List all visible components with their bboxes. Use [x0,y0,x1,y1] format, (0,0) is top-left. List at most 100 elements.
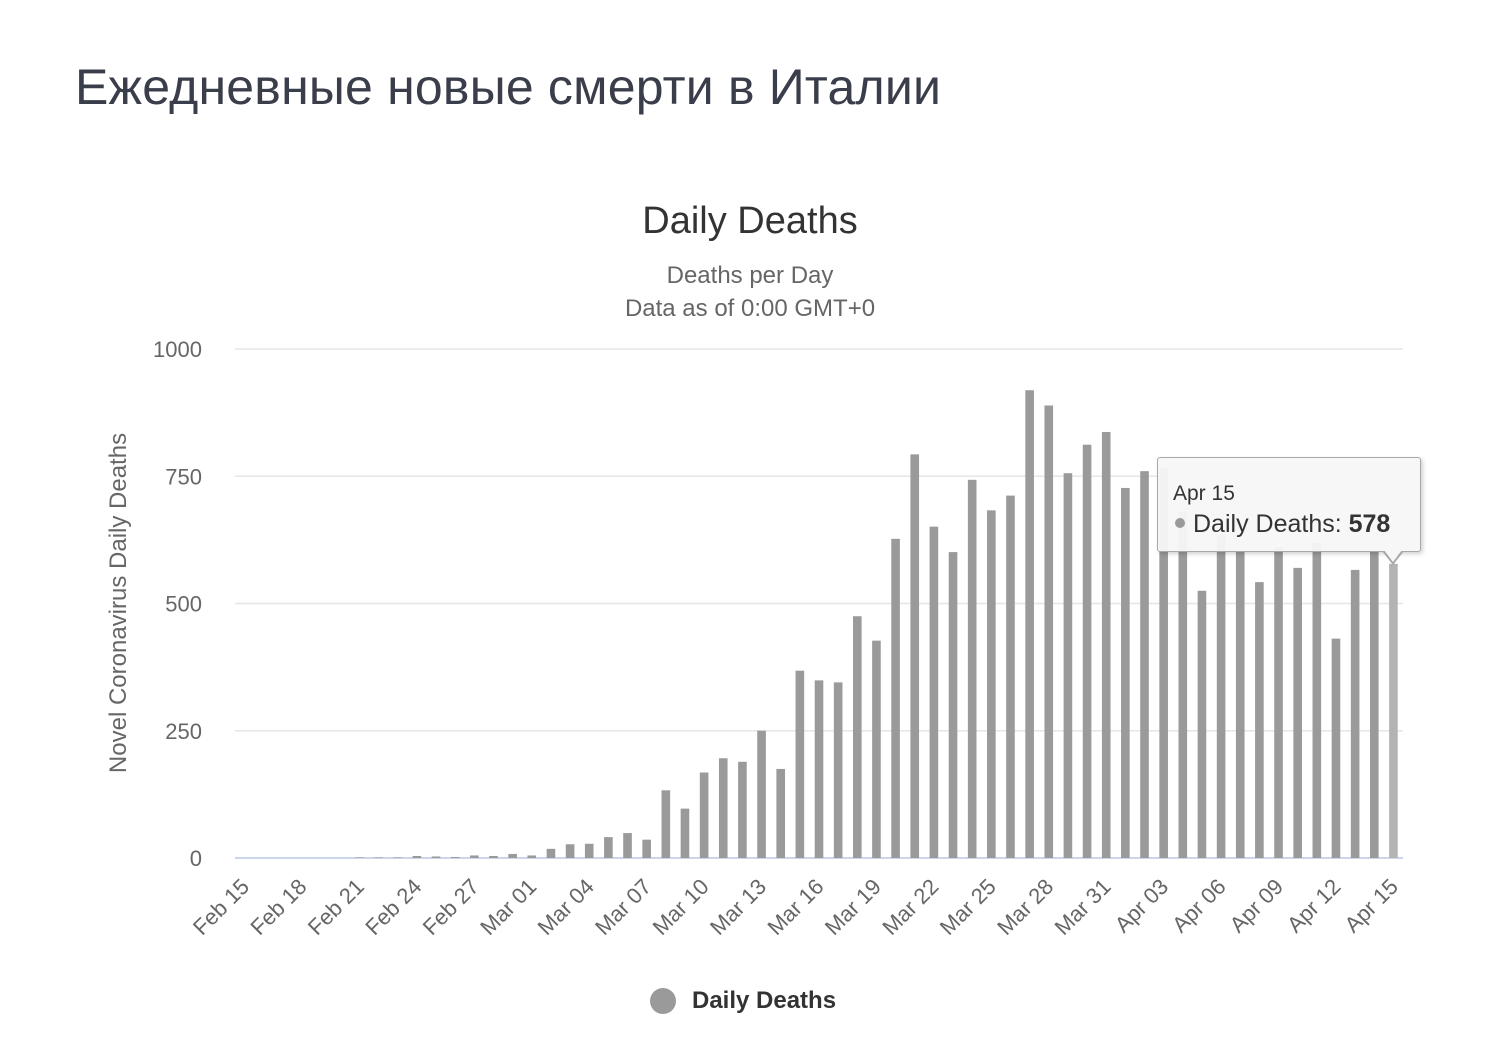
x-tick-label: Mar 01 [475,874,541,940]
tooltip-date: Apr 15 [1173,482,1235,505]
tooltip-series-dot-icon [1175,518,1185,529]
bar-mar-02[interactable] [546,848,556,858]
bar-apr-13[interactable] [1350,569,1360,858]
bar-mar-01[interactable] [527,855,537,858]
bar-apr-10[interactable] [1293,567,1302,858]
legend-label: Daily Deaths [692,987,837,1014]
bar-mar-13[interactable] [757,730,766,858]
bar-mar-30[interactable] [1082,444,1092,858]
bar-apr-05[interactable] [1197,590,1207,858]
x-tick-label: Feb 27 [418,874,484,940]
bar-apr-09[interactable] [1274,547,1283,858]
bar-mar-11[interactable] [718,758,728,858]
bar-mar-07[interactable] [642,839,651,858]
bar-mar-05[interactable] [604,837,613,858]
x-tick-label: Mar 16 [762,874,828,940]
chart-subtitle: Deaths per Day Data as of 0:00 GMT+0 [0,259,1500,325]
bar-mar-31[interactable] [1101,431,1111,858]
bar-apr-12[interactable] [1331,638,1341,858]
bar-feb-25[interactable] [431,856,441,858]
bar-apr-14[interactable] [1369,551,1379,858]
y-tick-label: 1000 [153,337,202,362]
legend-item-daily-deaths[interactable]: Daily Deaths [650,987,836,1015]
tooltip-arrow-inner [1384,550,1402,562]
bar-mar-15[interactable] [795,670,805,858]
y-axis-tick-labels: 0 250 500 750 1000 [153,337,202,871]
bar-apr-01[interactable] [1121,487,1130,858]
bar-mar-09[interactable] [680,808,690,858]
chart-title: Daily Deaths [642,200,858,242]
bar-mar-24[interactable] [967,479,977,858]
bar-mar-20[interactable] [891,538,900,858]
tooltip: Apr 15 Daily Deaths: 578 [1157,457,1421,552]
bar-mar-27[interactable] [1025,390,1034,858]
bar-mar-17[interactable] [833,682,843,858]
x-tick-label: Apr 09 [1225,874,1289,938]
tooltip-row: Daily Deaths: 578 [1175,510,1390,539]
x-tick-label: Mar 07 [590,874,656,940]
bar-feb-22[interactable] [374,857,383,858]
x-tick-label: Apr 06 [1167,874,1231,938]
bar-mar-21[interactable] [910,454,920,858]
bar-feb-24[interactable] [412,855,422,858]
x-tick-label: Mar 19 [820,874,886,940]
x-tick-label: Apr 03 [1110,874,1174,938]
bar-feb-26[interactable] [450,856,460,858]
bar-apr-06[interactable] [1216,534,1226,858]
bar-mar-29[interactable] [1063,473,1073,858]
x-tick-label: Apr 12 [1282,874,1346,938]
bar-mar-14[interactable] [776,768,786,858]
y-tick-label: 750 [165,464,202,489]
tooltip-value: 578 [1348,510,1391,538]
x-tick-label: Mar 22 [877,874,943,940]
x-tick-label: Feb 21 [303,874,369,940]
x-tick-label: Mar 04 [533,874,599,940]
bar-mar-03[interactable] [565,844,575,858]
x-tick-label: Mar 31 [1050,874,1116,940]
bar-mar-19[interactable] [872,640,881,858]
bar-mar-04[interactable] [584,843,594,858]
bar-feb-29[interactable] [508,853,517,858]
bar-mar-23[interactable] [948,552,958,858]
x-tick-label: Apr 15 [1339,874,1403,938]
bar-mar-22[interactable] [929,526,939,858]
x-tick-label: Mar 25 [935,874,1001,940]
bar-mar-26[interactable] [1006,495,1015,858]
page-title: Ежедневные новые смерти в Италии [75,59,942,115]
x-tick-label: Mar 13 [705,874,771,940]
x-tick-label: Feb 24 [360,874,426,940]
bar-apr-11[interactable] [1312,542,1322,858]
bar-apr-07[interactable] [1235,550,1245,858]
y-tick-label: 500 [165,592,202,617]
bar-feb-23[interactable] [393,857,403,858]
y-tick-label: 0 [190,846,202,871]
x-tick-label: Mar 28 [992,874,1058,940]
x-tick-label: Feb 18 [245,874,311,940]
bar-mar-10[interactable] [699,772,709,858]
bar-mar-25[interactable] [987,510,996,858]
bar-mar-12[interactable] [738,761,747,858]
bar-apr-03[interactable] [1159,468,1168,858]
bar-feb-21[interactable] [355,857,364,858]
legend-dot-icon [650,988,676,1014]
bar-apr-08[interactable] [1255,582,1264,858]
x-tick-label: Mar 10 [648,874,714,940]
chart-subtitle-line-1: Deaths per Day [666,262,834,289]
y-axis-title: Novel Coronavirus Daily Deaths [105,433,132,773]
bar-mar-28[interactable] [1044,405,1054,858]
bar-mar-08[interactable] [661,790,671,858]
chart-subtitle-line-2: Data as of 0:00 GMT+0 [624,295,876,322]
bar-feb-27[interactable] [470,855,479,858]
bar-mar-06[interactable] [623,833,632,858]
bar-mar-18[interactable] [852,616,862,858]
x-tick-label: Feb 15 [188,874,254,940]
tooltip-series-label: Daily Deaths: [1193,510,1349,538]
bar-mar-16[interactable] [814,680,824,858]
bar-feb-28[interactable] [489,855,498,858]
bar-apr-15[interactable] [1389,563,1398,858]
bar-apr-04[interactable] [1178,511,1188,858]
bars [355,390,1398,858]
bar-apr-02[interactable] [1140,471,1149,858]
